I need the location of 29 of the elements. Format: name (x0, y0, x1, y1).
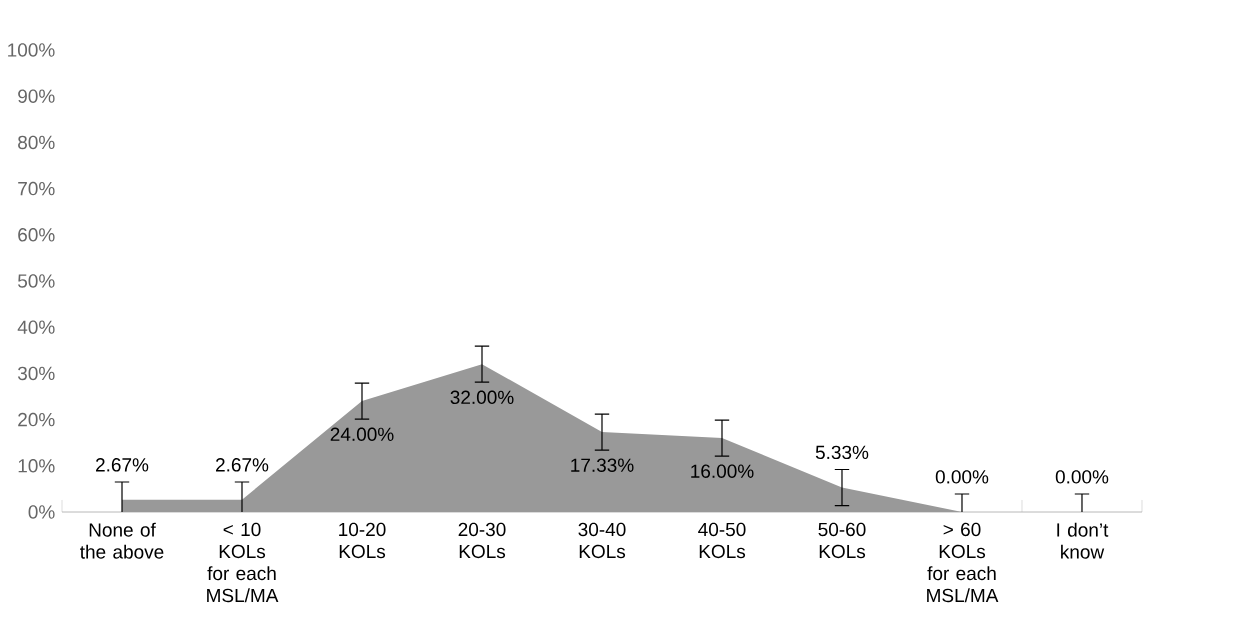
y-tick-label: 70% (18, 181, 55, 196)
data-label: 24.00% (330, 427, 394, 441)
data-label: 2.67% (216, 458, 269, 472)
y-tick-label: 90% (18, 89, 55, 103)
data-label: 32.00% (450, 390, 514, 405)
x-tick-label: 50-60 KOLs (818, 522, 866, 559)
y-tick-label: 60% (18, 228, 55, 242)
data-label: 16.00% (691, 464, 754, 478)
data-label: 5.33% (815, 445, 869, 460)
data-label: 0.00% (1055, 470, 1109, 484)
x-tick-label: 10-20 KOLs (339, 522, 386, 559)
y-tick-label: 50% (17, 274, 55, 288)
x-tick-label: < 10 KOLs for each MSL/MA (207, 522, 279, 603)
data-label: 2.67% (96, 458, 149, 472)
x-tick-label: I don’t know (1057, 522, 1109, 559)
y-tick-label: 30% (17, 366, 55, 381)
x-tick-label: 40-50 KOLs (698, 522, 746, 559)
y-tick-label: 40% (17, 320, 55, 334)
y-tick-label: 10% (18, 459, 55, 473)
x-tick-label: None of the above (80, 522, 164, 559)
y-tick-label: 20% (18, 412, 55, 427)
y-tick-label: 100% (8, 43, 55, 57)
x-tick-label: > 60 KOLs for each MSL/MA (927, 522, 999, 603)
x-tick-label: 30-40 KOLs (578, 522, 626, 559)
y-tick-label: 80% (18, 135, 55, 150)
x-tick-label: 20-30 KOLs (458, 522, 506, 559)
data-label: 0.00% (935, 470, 989, 484)
data-label: 17.33% (571, 458, 634, 472)
y-tick-label: 0% (28, 505, 55, 519)
